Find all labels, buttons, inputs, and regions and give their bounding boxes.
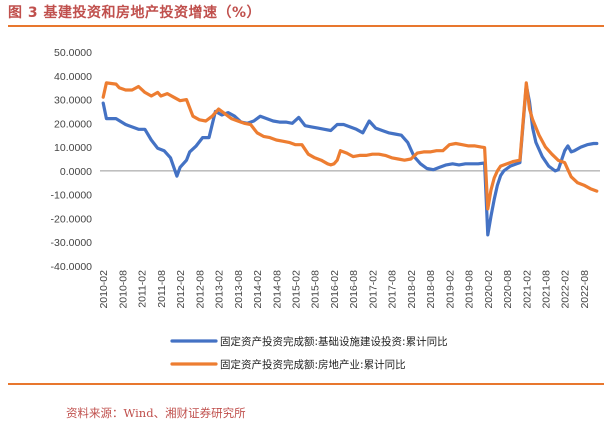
y-tick-label: 10.0000 (54, 142, 92, 154)
y-tick-label: 0.0000 (60, 166, 92, 178)
x-tick-label: 2022-08 (579, 270, 591, 309)
x-tick-label: 2015-08 (310, 270, 322, 309)
x-tick-label: 2010-08 (117, 270, 129, 309)
y-tick-label: 40.0000 (54, 71, 92, 83)
x-tick-label: 2015-02 (291, 270, 303, 309)
bottom-rule (8, 383, 604, 385)
x-tick-label: 2018-02 (406, 270, 418, 309)
figure-title: 图 3 基建投资和房地产投资增速（%） (8, 5, 262, 21)
y-tick-label: -10.0000 (51, 190, 93, 202)
x-axis: 2010-02 2010-08 2011-02 2011-08 2012-02 2012-… (98, 170, 600, 309)
top-rule (8, 25, 604, 27)
legend: 固定资产投资完成额:基础设施建设投资:累计同比固定资产投资完成额:房地产业:累计… (170, 335, 448, 371)
x-tick-label: 2011-02 (137, 270, 149, 308)
x-tick-label: 2019-08 (464, 270, 476, 309)
y-tick-label: 50.0000 (54, 47, 92, 59)
x-tick-label: 2012-02 (175, 270, 187, 309)
x-tick-label: 2019-02 (444, 270, 456, 309)
x-tick-label: 2021-08 (541, 270, 553, 309)
x-tick-label: 2020-02 (483, 270, 495, 309)
line-chart: 50.0000 40.0000 30.0000 20.0000 10.0000 0.000… (51, 47, 600, 371)
x-tick-label: 2021-02 (521, 270, 533, 309)
x-tick-label: 2016-02 (329, 270, 341, 309)
source-note: 资料来源：Wind、湘财证券研究所 (66, 406, 246, 420)
y-axis: 50.0000 40.0000 30.0000 20.0000 10.0000 0.000… (51, 47, 93, 273)
x-tick-label: 2018-08 (425, 270, 437, 309)
x-tick-label: 2011-08 (156, 270, 168, 308)
x-tick-label: 2012-08 (194, 270, 206, 309)
x-tick-label: 2010-02 (98, 270, 110, 309)
x-tick-label: 2017-08 (387, 270, 399, 309)
x-tick-label: 2022-02 (560, 270, 572, 309)
y-tick-label: 20.0000 (54, 118, 92, 130)
series-line-real-estate (101, 81, 599, 211)
series-lines (101, 81, 599, 237)
y-tick-label: -30.0000 (51, 237, 93, 249)
x-tick-label: 2020-08 (502, 270, 514, 309)
x-tick-label: 2014-08 (271, 270, 283, 309)
y-tick-label: 30.0000 (54, 95, 92, 107)
x-tick-label: 2014-02 (252, 270, 264, 309)
x-tick-label: 2013-02 (214, 270, 226, 309)
x-tick-label: 2013-08 (233, 270, 245, 309)
y-tick-label: -20.0000 (51, 213, 93, 225)
x-tick-label: 2017-02 (367, 270, 379, 309)
x-tick-label: 2016-08 (348, 270, 360, 309)
y-tick-label: -40.0000 (51, 261, 93, 273)
legend-label: 固定资产投资完成额:房地产业:累计同比 (220, 358, 406, 371)
legend-label: 固定资产投资完成额:基础设施建设投资:累计同比 (220, 335, 448, 348)
